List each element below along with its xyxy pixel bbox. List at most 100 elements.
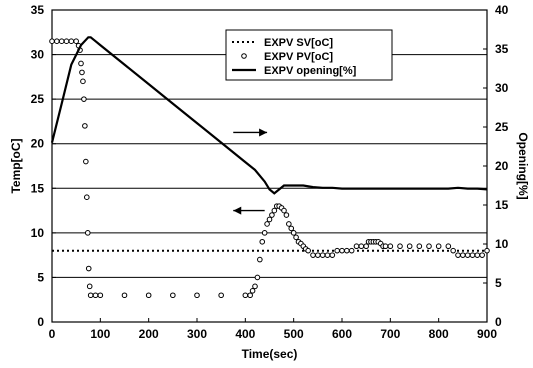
legend-box — [225, 29, 393, 81]
data-point — [271, 207, 278, 214]
data-point — [259, 238, 266, 245]
data-point — [84, 230, 91, 236]
data-point — [474, 252, 481, 258]
y-left-axis-title: Temp[oC] — [9, 138, 23, 193]
x-tick-label: 400 — [235, 327, 255, 341]
series-circles — [49, 38, 490, 299]
x-tick-label: 600 — [332, 327, 352, 341]
data-point — [49, 38, 55, 45]
y-left-tick-label: 0 — [37, 315, 44, 329]
data-point — [194, 292, 200, 299]
annotations — [233, 128, 268, 215]
data-point — [460, 252, 466, 258]
data-point — [315, 252, 321, 258]
data-point — [121, 292, 128, 299]
y-left-tick-label: 25 — [31, 92, 45, 106]
data-point — [73, 38, 79, 45]
legend: EXPV SV[oC] EXPV PV[oC] EXPV opening[%] — [225, 29, 393, 81]
data-point — [382, 243, 389, 250]
data-point — [416, 243, 423, 250]
y-right-tick-label: 15 — [495, 198, 509, 212]
y-right-tick-label: 20 — [495, 159, 509, 173]
y-left-tick-label: 35 — [31, 3, 45, 17]
data-point — [252, 283, 258, 290]
data-point — [387, 243, 394, 250]
x-tick-label: 300 — [187, 327, 207, 341]
data-point — [242, 292, 249, 299]
series-solid — [50, 36, 488, 195]
data-point — [254, 274, 261, 281]
data-point — [79, 69, 85, 76]
data-point — [310, 252, 316, 258]
data-point — [68, 38, 75, 45]
data-point — [92, 292, 99, 299]
data-point — [293, 234, 299, 241]
data-point — [257, 256, 263, 263]
data-point — [247, 292, 253, 299]
data-point — [281, 207, 287, 214]
y-right-tick-label: 35 — [495, 42, 509, 56]
x-tick-label: 500 — [284, 327, 304, 341]
x-tick-label: 200 — [139, 327, 159, 341]
data-point — [283, 212, 290, 218]
data-point — [63, 38, 70, 45]
data-point — [397, 243, 403, 250]
data-point — [97, 292, 104, 299]
data-point — [324, 252, 331, 258]
data-point — [86, 283, 93, 290]
data-point — [455, 252, 461, 258]
arrow-left-icon — [233, 206, 265, 215]
data-point — [80, 78, 86, 85]
y-left-tick-label: 30 — [31, 48, 45, 62]
data-point — [82, 123, 88, 129]
data-point — [334, 247, 340, 254]
y-left-tick-label: 5 — [37, 270, 44, 284]
y-left-axis-ticks: 0 5 10 15 20 25 30 35 — [31, 3, 56, 329]
data-point — [348, 247, 355, 254]
legend-entry: EXPV SV[oC] — [232, 37, 333, 49]
y-right-tick-label: 25 — [495, 120, 509, 134]
data-point — [269, 212, 275, 218]
data-point — [319, 252, 326, 258]
data-point — [445, 243, 452, 250]
data-point — [249, 288, 256, 294]
data-point — [435, 243, 442, 250]
legend-entry: EXPV PV[oC] — [241, 51, 333, 63]
data-point — [85, 265, 92, 272]
x-tick-label: 900 — [477, 327, 497, 341]
y-left-tick-label: 15 — [31, 181, 45, 195]
y-right-axis-title: Opening[%] — [516, 132, 530, 199]
data-point — [339, 247, 345, 254]
data-point — [426, 243, 432, 250]
data-point — [479, 252, 485, 258]
data-point — [87, 292, 94, 299]
series-layer — [49, 36, 490, 299]
data-point — [484, 247, 490, 254]
legend-entry: EXPV opening[%] — [232, 65, 357, 77]
data-point — [78, 60, 84, 67]
data-point — [464, 252, 471, 258]
y-right-axis-ticks: 0 5 10 15 20 25 30 35 40 — [483, 3, 509, 329]
data-point — [450, 247, 456, 254]
grid-lines — [52, 54, 487, 278]
legend-label: EXPV SV[oC] — [264, 37, 333, 49]
x-tick-label: 800 — [429, 327, 449, 341]
y-left-tick-label: 10 — [31, 226, 45, 240]
arrow-right-icon — [233, 128, 268, 137]
data-point — [58, 38, 65, 45]
data-point — [305, 247, 311, 254]
data-point — [84, 194, 90, 200]
data-point — [145, 292, 152, 299]
data-point — [358, 243, 365, 250]
y-right-tick-label: 40 — [495, 3, 509, 17]
data-point — [218, 292, 224, 299]
legend-marker — [241, 53, 247, 59]
x-axis-ticks: 0 100 200 300 400 500 600 700 800 900 — [49, 318, 497, 341]
data-point — [81, 96, 87, 102]
x-tick-label: 100 — [90, 327, 110, 341]
data-point — [288, 225, 295, 232]
y-right-tick-label: 10 — [495, 237, 509, 251]
data-point — [83, 158, 89, 165]
data-point — [286, 221, 292, 227]
